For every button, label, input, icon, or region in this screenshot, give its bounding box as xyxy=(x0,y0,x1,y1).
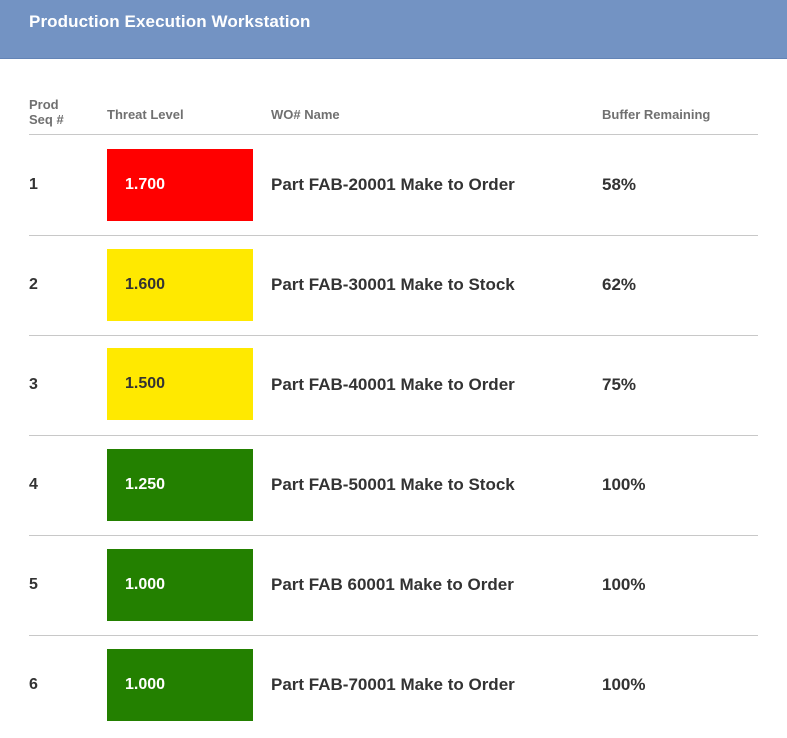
row-divider xyxy=(29,635,758,636)
buffer-remaining-cell: 100% xyxy=(602,575,646,594)
prod-seq-cell: 6 xyxy=(29,676,38,693)
threat-level-value: 1.600 xyxy=(125,276,166,293)
buffer-remaining-cell: 62% xyxy=(602,275,637,294)
buffer-remaining-cell: 75% xyxy=(602,375,637,394)
app-title: Production Execution Workstation xyxy=(29,12,311,31)
header-divider xyxy=(29,134,758,135)
threat-level-badge: 1.700 xyxy=(107,149,253,221)
column-header-prod-seq-line2: Seq # xyxy=(29,112,64,127)
threat-level-value: 1.250 xyxy=(125,476,166,493)
table-row[interactable]: 4 1.250 Part FAB-50001 Make to Stock 100% xyxy=(29,435,758,536)
column-header-prod-seq: Prod Seq # xyxy=(29,97,64,127)
threat-level-badge: 1.500 xyxy=(107,348,253,420)
buffer-remaining-cell: 100% xyxy=(602,475,646,494)
buffer-remaining-cell: 100% xyxy=(602,675,646,694)
prod-seq-cell: 4 xyxy=(29,476,38,493)
wo-name-cell[interactable]: Part FAB 60001 Make to Order xyxy=(271,575,514,594)
threat-level-value: 1.000 xyxy=(125,576,166,593)
column-header-threat-level: Threat Level xyxy=(107,107,184,122)
column-header-prod-seq-line1: Prod xyxy=(29,97,59,112)
app-header: Production Execution Workstation xyxy=(0,0,787,59)
prod-seq-cell: 2 xyxy=(29,276,38,293)
buffer-remaining-cell: 58% xyxy=(602,175,637,194)
threat-level-badge: 1.000 xyxy=(107,549,253,621)
threat-level-value: 1.700 xyxy=(125,176,166,193)
row-divider xyxy=(29,335,758,336)
threat-level-value: 1.000 xyxy=(125,676,166,693)
table-row[interactable]: 1 1.700 Part FAB-20001 Make to Order 58% xyxy=(29,135,758,236)
row-divider xyxy=(29,235,758,236)
table-row[interactable]: 5 1.000 Part FAB 60001 Make to Order 100% xyxy=(29,535,758,636)
table-row[interactable]: 2 1.600 Part FAB-30001 Make to Stock 62% xyxy=(29,235,758,336)
prod-seq-cell: 1 xyxy=(29,176,38,193)
threat-level-value: 1.500 xyxy=(125,375,166,392)
wo-name-cell[interactable]: Part FAB-70001 Make to Order xyxy=(271,675,515,694)
wo-name-cell[interactable]: Part FAB-40001 Make to Order xyxy=(271,375,515,394)
column-header-wo-name: WO# Name xyxy=(271,107,340,122)
wo-name-cell[interactable]: Part FAB-30001 Make to Stock xyxy=(271,275,515,294)
wo-name-cell[interactable]: Part FAB-20001 Make to Order xyxy=(271,175,515,194)
threat-level-badge: 1.250 xyxy=(107,449,253,521)
wo-name-cell[interactable]: Part FAB-50001 Make to Stock xyxy=(271,475,515,494)
row-divider xyxy=(29,535,758,536)
threat-level-badge: 1.000 xyxy=(107,649,253,721)
table-row[interactable]: 3 1.500 Part FAB-40001 Make to Order 75% xyxy=(29,335,758,436)
column-header-buffer-remaining: Buffer Remaining xyxy=(602,107,711,122)
row-divider xyxy=(29,435,758,436)
prod-seq-cell: 3 xyxy=(29,376,38,393)
threat-level-badge: 1.600 xyxy=(107,249,253,321)
table-row[interactable]: 6 1.000 Part FAB-70001 Make to Order 100% xyxy=(29,635,758,736)
prod-seq-cell: 5 xyxy=(29,576,38,593)
